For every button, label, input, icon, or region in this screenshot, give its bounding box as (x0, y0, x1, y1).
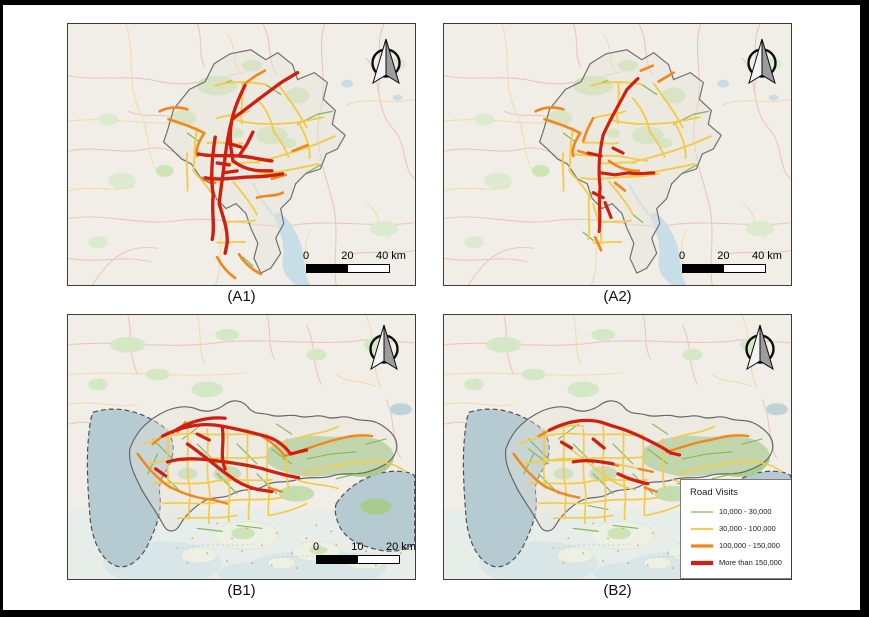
north-arrow-icon (745, 323, 775, 371)
map-panel-a1: 0 20 40 km (67, 23, 416, 286)
legend-swatch-highest (691, 560, 713, 565)
scale-label-mid: 20 (717, 250, 730, 262)
scale-bar-segments (316, 555, 400, 564)
scale-label-end: 20 km (386, 541, 416, 553)
legend-item: 30,000 - 100,000 (690, 520, 787, 537)
north-arrow-icon (369, 323, 399, 371)
map-panel-b1: 0 10 20 km (67, 314, 416, 580)
scale-label-start: 0 (303, 250, 310, 262)
scale-bar: 0 20 40 km (303, 250, 406, 273)
legend: Road Visits 10,000 - 30,000 30,000 - 100… (680, 479, 791, 579)
legend-swatch-mid (691, 527, 713, 530)
legend-item-label: 100,000 - 150,000 (719, 541, 780, 550)
map-panel-b2: Road Visits 10,000 - 30,000 30,000 - 100… (443, 314, 792, 580)
panel-label-a2: (A2) (603, 288, 632, 305)
map-panel-a2: 0 20 40 km (443, 23, 792, 286)
legend-item: 10,000 - 30,000 (690, 503, 787, 520)
legend-swatch-low (691, 510, 713, 513)
legend-title: Road Visits (690, 487, 738, 498)
scale-bar-segments (682, 264, 766, 273)
legend-item: More than 150,000 (690, 554, 787, 571)
figure-background: 0 20 40 km (A1) 0 20 40 km (3, 5, 860, 610)
legend-item-label: 30,000 - 100,000 (719, 524, 776, 533)
legend-item: 100,000 - 150,000 (690, 537, 787, 554)
north-arrow-icon (747, 37, 777, 85)
north-arrow-icon (371, 37, 401, 85)
panel-label-a1: (A1) (227, 288, 256, 305)
scale-label-mid: 10 (351, 541, 364, 553)
panel-label-b1: (B1) (227, 582, 256, 599)
scale-bar: 0 20 40 km (679, 250, 782, 273)
legend-item-label: 10,000 - 30,000 (719, 507, 772, 516)
scale-label-start: 0 (679, 250, 686, 262)
basemap-a1 (68, 24, 415, 285)
scale-bar: 0 10 20 km (313, 541, 415, 564)
legend-swatch-high (691, 543, 713, 548)
basemap-a2 (444, 24, 791, 285)
scale-label-end: 40 km (752, 250, 782, 262)
scale-label-start: 0 (313, 541, 320, 553)
scale-bar-segments (306, 264, 390, 273)
legend-item-label: More than 150,000 (719, 558, 782, 567)
scale-label-end: 40 km (376, 250, 406, 262)
panel-label-b2: (B2) (603, 582, 632, 599)
scale-label-mid: 20 (341, 250, 354, 262)
